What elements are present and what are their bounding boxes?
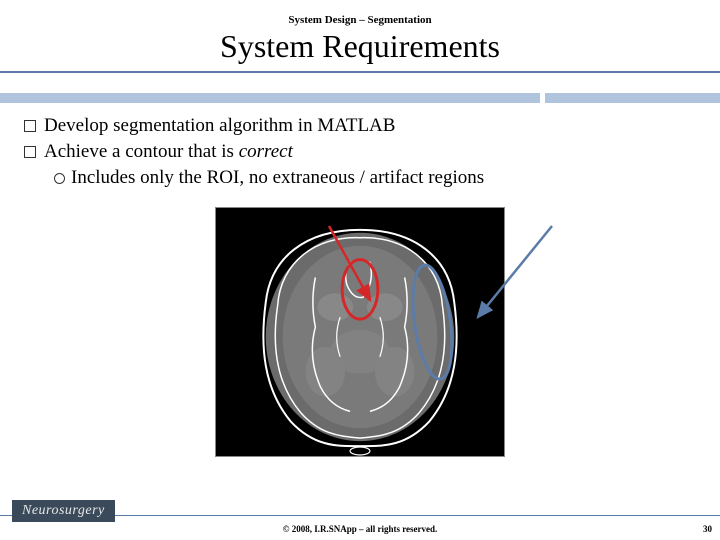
square-bullet-icon <box>24 146 36 158</box>
bullet-item: Develop segmentation algorithm in MATLAB <box>24 115 696 137</box>
footer-logo: Neurosurgery <box>12 500 115 522</box>
slide-footer: Neurosurgery © 2008, I.R.SNApp – all rig… <box>0 500 720 540</box>
bullet-item: Achieve a contour that is correct <box>24 141 696 163</box>
slide-header: System Design – Segmentation System Requ… <box>0 0 720 103</box>
sub-bullet-item: Includes only the ROI, no extraneous / a… <box>54 167 696 189</box>
bullet-text-part: Achieve a contour that is <box>44 141 239 162</box>
bullet-text: Develop segmentation algorithm in MATLAB <box>44 115 395 137</box>
footer-page-number: 30 <box>703 524 712 534</box>
circle-bullet-icon <box>54 173 65 184</box>
content-area: Develop segmentation algorithm in MATLAB… <box>0 103 720 457</box>
divider-right <box>545 93 720 103</box>
bullet-text: Achieve a contour that is correct <box>44 141 293 163</box>
brain-scan-image <box>215 207 505 457</box>
title-underline <box>0 71 720 73</box>
sub-bullet-text: Includes only the ROI, no extraneous / a… <box>71 167 484 189</box>
square-bullet-icon <box>24 120 36 132</box>
breadcrumb: System Design – Segmentation <box>0 14 720 26</box>
divider-left <box>0 93 540 103</box>
footer-copyright: © 2008, I.R.SNApp – all rights reserved. <box>0 524 720 534</box>
page-title: System Requirements <box>0 28 720 65</box>
divider-bar <box>0 93 720 103</box>
brain-contour-svg <box>216 208 504 456</box>
bullet-text-emphasis: correct <box>239 141 293 162</box>
